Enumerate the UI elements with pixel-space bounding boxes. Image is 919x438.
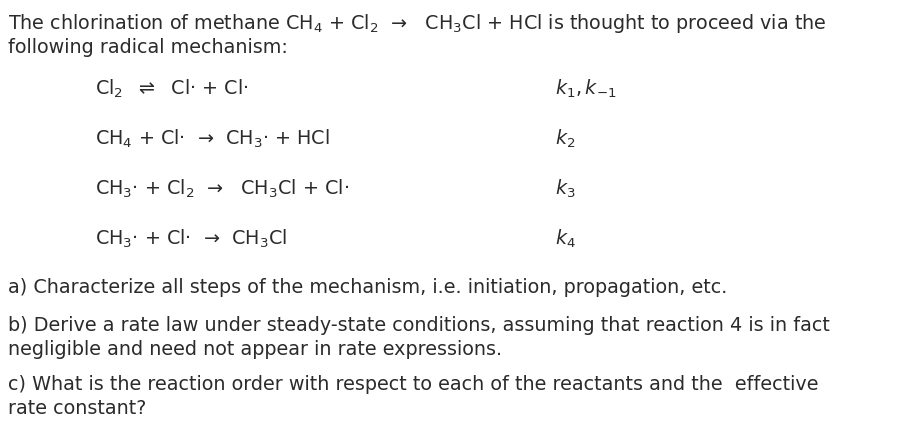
Text: The chlorination of methane $\mathregular{CH_4}$ + $\mathregular{Cl_2}$  →   $\m: The chlorination of methane $\mathregula… bbox=[8, 12, 825, 35]
Text: $\mathregular{CH_3}$· + Cl·  →  $\mathregular{CH_3}$Cl: $\mathregular{CH_3}$· + Cl· → $\mathregu… bbox=[95, 227, 287, 250]
Text: $\mathregular{Cl_2}$  $\rightleftharpoons$  Cl· + Cl·: $\mathregular{Cl_2}$ $\rightleftharpoons… bbox=[95, 78, 248, 100]
Text: $\mathregular{CH_4}$ + Cl·  →  $\mathregular{CH_3}$· + HCl: $\mathregular{CH_4}$ + Cl· → $\mathregul… bbox=[95, 128, 329, 150]
Text: $\it{k_4}$: $\it{k_4}$ bbox=[554, 227, 575, 250]
Text: c) What is the reaction order with respect to each of the reactants and the  eff: c) What is the reaction order with respe… bbox=[8, 374, 818, 393]
Text: b) Derive a rate law under steady-state conditions, assuming that reaction 4 is : b) Derive a rate law under steady-state … bbox=[8, 315, 829, 334]
Text: following radical mechanism:: following radical mechanism: bbox=[8, 38, 288, 57]
Text: negligible and need not appear in rate expressions.: negligible and need not appear in rate e… bbox=[8, 339, 502, 358]
Text: $\it{k_2}$: $\it{k_2}$ bbox=[554, 128, 574, 150]
Text: $\it{k_3}$: $\it{k_3}$ bbox=[554, 177, 575, 200]
Text: $\it{k_1, k_{-1}}$: $\it{k_1, k_{-1}}$ bbox=[554, 78, 616, 100]
Text: $\mathregular{CH_3}$· + $\mathregular{Cl_2}$  →   $\mathregular{CH_3}$Cl + Cl·: $\mathregular{CH_3}$· + $\mathregular{Cl… bbox=[95, 177, 348, 200]
Text: a) Characterize all steps of the mechanism, i.e. initiation, propagation, etc.: a) Characterize all steps of the mechani… bbox=[8, 277, 727, 297]
Text: rate constant?: rate constant? bbox=[8, 398, 146, 417]
